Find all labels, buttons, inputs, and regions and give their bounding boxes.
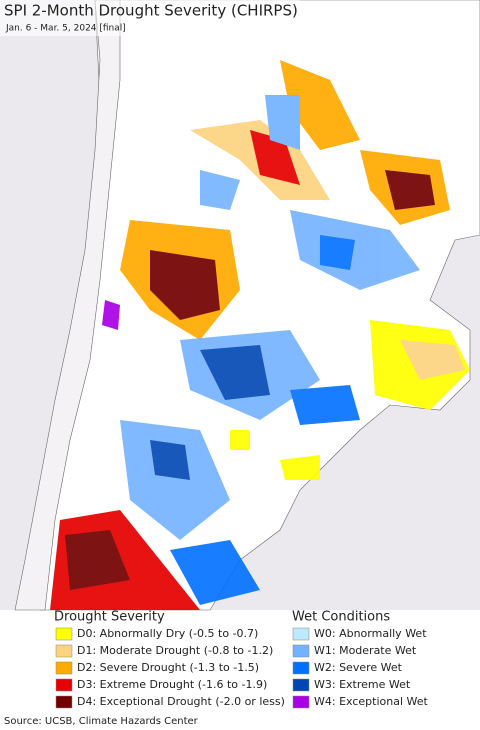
legend-label: W3: Extreme Wet bbox=[314, 678, 411, 691]
legend-title: Wet Conditions bbox=[292, 610, 390, 625]
chile bbox=[14, 0, 121, 611]
title: SPI 2-Month Drought Severity (CHIRPS) bbox=[4, 2, 298, 20]
legend-label: W0: Abnormally Wet bbox=[314, 627, 427, 640]
legend-label: D4: Exceptional Drought (-2.0 or less) bbox=[77, 695, 285, 708]
legend-label: W4: Exceptional Wet bbox=[314, 695, 429, 708]
legend-label: D2: Severe Drought (-1.3 to -1.5) bbox=[77, 661, 259, 674]
legend-label: W2: Severe Wet bbox=[314, 661, 403, 674]
drought-areas bbox=[50, 60, 470, 610]
legend-swatch bbox=[292, 695, 310, 709]
source: Source: UCSB, Climate Hazards Center bbox=[4, 716, 199, 727]
wet-areas bbox=[120, 170, 420, 605]
legend-label: D3: Extreme Drought (-1.6 to -1.9) bbox=[77, 678, 267, 691]
legend-swatch bbox=[292, 644, 310, 658]
legend-swatch bbox=[55, 644, 73, 658]
legend-label: D0: Abnormally Dry (-0.5 to -0.7) bbox=[77, 627, 258, 640]
legend-swatch bbox=[292, 627, 310, 641]
title-backdrop bbox=[0, 0, 300, 36]
subtitle: Jan. 6 - Mar. 5, 2024 [final] bbox=[5, 24, 126, 34]
legend-title: Drought Severity bbox=[54, 610, 165, 625]
legend-swatch bbox=[55, 695, 73, 709]
legend-swatch bbox=[55, 627, 73, 641]
legend-label: W1: Moderate Wet bbox=[314, 644, 417, 657]
legend-swatch bbox=[55, 661, 73, 675]
legend-swatch bbox=[55, 678, 73, 692]
legend-label: D1: Moderate Drought (-0.8 to -1.2) bbox=[77, 644, 273, 657]
legend-swatch bbox=[292, 661, 310, 675]
legend-swatch bbox=[292, 678, 310, 692]
